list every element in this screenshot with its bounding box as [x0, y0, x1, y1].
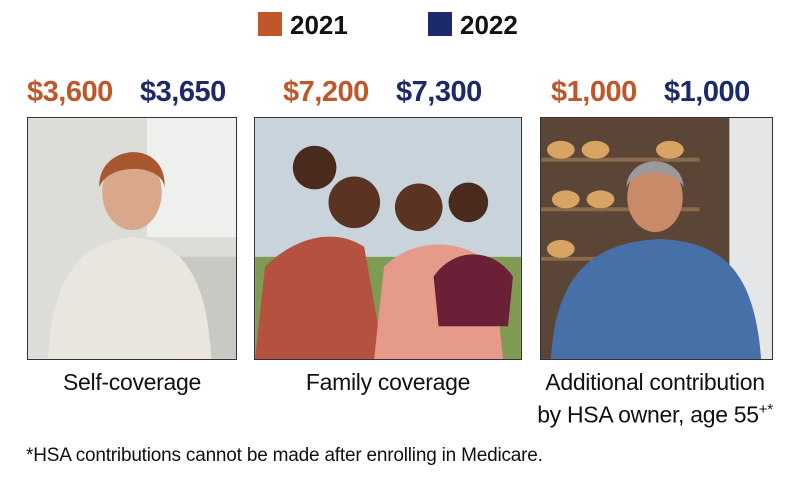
legend-label: 2021 — [290, 10, 348, 40]
amount-2021: $7,200 — [283, 76, 369, 108]
legend-label: 2022 — [460, 10, 518, 40]
footnote: *HSA contributions cannot be made after … — [26, 445, 543, 466]
legend-swatch — [258, 12, 282, 36]
panel-label: Self-coverage — [62, 369, 201, 395]
panel-label-line: by HSA owner, age 55 — [537, 401, 759, 428]
legend-swatch — [428, 12, 452, 36]
panel-label: by HSA owner, age 55+* — [510, 401, 800, 429]
panel-label: Family coverage — [305, 369, 471, 395]
panel-label: Additional contribution — [545, 369, 765, 395]
photo-baker — [540, 117, 773, 360]
amount-2021: $1,000 — [551, 76, 637, 108]
panel-label-superscript: +* — [758, 401, 773, 418]
amount-2021: $3,600 — [27, 76, 113, 108]
amount-2022: $7,300 — [396, 76, 482, 108]
photo-woman — [27, 117, 237, 360]
amount-2022: $1,000 — [664, 76, 750, 108]
photo-family — [254, 117, 522, 360]
amount-2022: $3,650 — [140, 76, 226, 108]
